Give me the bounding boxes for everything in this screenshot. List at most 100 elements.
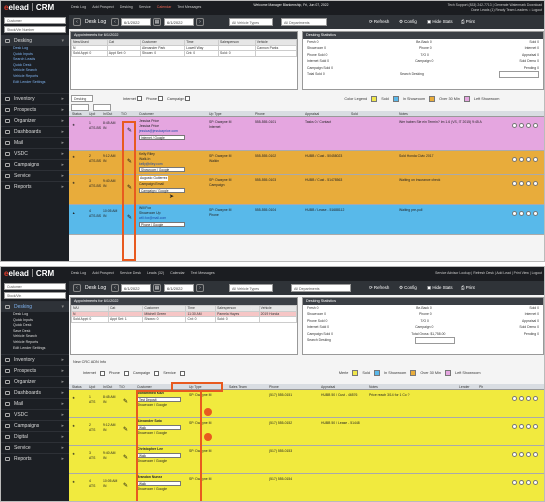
edit-pencil-icon[interactable]: ✎ — [123, 399, 129, 405]
status-icon[interactable]: ★ — [72, 396, 76, 400]
sub-quick-desk[interactable]: Quick Desk — [13, 323, 32, 328]
sub-quick-desk[interactable]: Quick Desk — [13, 62, 32, 67]
refresh-button[interactable]: ⟳ Refresh — [369, 18, 390, 24]
prev-day-icon[interactable]: ‹ — [111, 284, 119, 292]
calendar-icon[interactable]: ▦ — [153, 18, 161, 26]
desking-select[interactable]: Desking — [71, 95, 93, 102]
sub-vehicle-search[interactable]: Vehicle Search — [13, 68, 37, 73]
stock-search-input[interactable]: Stock/Vin — [4, 292, 66, 299]
sidebar-item-digital[interactable]: Digital ▸ — [1, 431, 69, 442]
sub-save-desk[interactable]: Save Desk — [13, 328, 31, 333]
sub-vehicle-reports[interactable]: Vehicle Reports — [13, 73, 39, 78]
edit-pencil-icon[interactable]: ✎ — [127, 215, 133, 221]
sub-vehicle-reports[interactable]: Vehicle Reports — [13, 339, 39, 344]
sidebar-item-inventory[interactable]: Inventory ▸ — [1, 93, 69, 104]
nav-text-messages[interactable]: Text Messages — [177, 5, 202, 9]
sub-desk-log[interactable]: Desk Log — [13, 46, 29, 50]
config-button[interactable]: ⚙ Config — [399, 18, 417, 24]
table-row[interactable]: ★ 2 ATS-BS 9:12 AM IN ✎ Kelly Riley Walk-I… — [69, 151, 544, 175]
sidebar-item-prospects[interactable]: Prospects ▸ — [1, 104, 69, 115]
date-from-input[interactable]: 6/1/2022 — [121, 284, 151, 292]
sub-lender-settings[interactable]: Edit Lender Settings — [13, 79, 46, 84]
customer-search-input[interactable]: Customer — [4, 17, 66, 24]
sidebar-item-organizer[interactable]: Organizer ▸ — [1, 115, 69, 126]
sub-vehicle-search[interactable]: Vehicle Search — [13, 334, 37, 339]
back-arrow-icon[interactable]: ‹ — [73, 18, 81, 26]
nav-desk-log[interactable]: Desk Log — [71, 271, 87, 275]
hide-stats-button[interactable]: ▣ Hide Stats — [427, 284, 453, 290]
source-select[interactable]: Campaign / Google — [139, 188, 185, 193]
internet-checkbox[interactable] — [136, 96, 142, 101]
nav-desking[interactable]: Desking — [119, 5, 133, 9]
nav-calendar[interactable]: Calendar — [156, 5, 172, 9]
config-button[interactable]: ⚙ Config — [399, 284, 417, 290]
sidebar-item-service[interactable]: Service ▸ — [1, 170, 69, 181]
sidebar-item-prospects[interactable]: Prospects ▸ — [1, 365, 69, 376]
nav-service-desk[interactable]: Service Desk — [119, 271, 141, 275]
search-desking-input[interactable] — [414, 337, 455, 345]
sub-quick-inputs[interactable]: Quick Inputs — [13, 51, 33, 56]
sidebar-item-mail[interactable]: Mail ▸ — [1, 137, 69, 148]
nav-text-messages[interactable]: Text Messages — [190, 271, 215, 275]
prev-day-icon[interactable]: ‹ — [111, 18, 119, 26]
next-day-icon[interactable]: › — [196, 284, 204, 292]
sidebar-item-reports[interactable]: Reports ▸ — [1, 181, 69, 192]
table-row[interactable]: ★ 1 ATS-BS 8:45 AM IN ✎ Jessica Price Jess… — [69, 117, 544, 151]
status-icon[interactable]: ★ — [72, 181, 76, 185]
table-row[interactable]: ★ 1 ATS 8:45 AM IN ✎ Mohammed Kazi Test De… — [69, 390, 544, 418]
phone-checkbox[interactable] — [123, 370, 129, 376]
nav-leads[interactable]: Leads (32) — [146, 271, 165, 275]
sub-search-leads[interactable]: Search Leads — [13, 57, 36, 62]
nav-add-prospect[interactable]: Add Prospect — [92, 5, 114, 9]
print-button[interactable]: ⎙ Print — [461, 284, 475, 290]
source-select[interactable]: Walk — [137, 425, 181, 430]
sidebar-item-reports[interactable]: Reports ▸ — [1, 453, 69, 464]
calendar-icon[interactable]: ▦ — [153, 284, 161, 292]
sidebar-item-vsdc[interactable]: VSDC ▸ — [1, 409, 69, 420]
sidebar-item-vsdc[interactable]: VSDC ▸ — [1, 148, 69, 159]
hide-stats-button[interactable]: ▣ Hide Stats — [427, 18, 453, 24]
department-select[interactable]: All Departments — [281, 18, 327, 26]
table-row[interactable]: ★ 4 ATS 10:05 AM IN ✎ Brandon Nunez Walk S… — [69, 474, 544, 501]
source-select[interactable]: Phone / Google — [139, 222, 185, 227]
sidebar-item-campaigns[interactable]: Campaigns ▸ — [1, 159, 69, 170]
vehicle-type-select[interactable]: All Vehicle Types — [229, 18, 273, 26]
status-icon[interactable]: ★ — [72, 452, 76, 456]
nav-calendar[interactable]: Calendar — [170, 271, 185, 275]
status-icon[interactable]: ★ — [72, 155, 76, 159]
edit-pencil-icon[interactable]: ✎ — [127, 128, 133, 134]
campaign-checkbox[interactable] — [154, 370, 160, 376]
next-day-icon[interactable]: › — [196, 18, 204, 26]
status-icon[interactable]: ▲ — [72, 211, 76, 215]
sidebar-item-dashboards[interactable]: Dashboards ▸ — [1, 387, 69, 398]
status-icon[interactable]: ★ — [72, 480, 76, 484]
source-select[interactable]: Internet / Google — [139, 135, 185, 140]
edit-pencil-icon[interactable]: ✎ — [123, 455, 129, 461]
sidebar-item-inventory[interactable]: Inventory ▸ — [1, 354, 69, 365]
department-select[interactable]: All Departments — [291, 284, 351, 292]
source-select[interactable]: Showroom / Google — [139, 167, 185, 172]
edit-pencil-icon[interactable]: ✎ — [123, 427, 129, 433]
status-icon[interactable]: ★ — [72, 424, 76, 428]
table-row[interactable]: ▲ 4 ATS-BS 10:05 AM IN ✎ Will Fox Showroom… — [69, 205, 544, 235]
nav-add-prospect[interactable]: Add Prospect — [92, 271, 114, 275]
table-row[interactable]: N Mitchell Green 11:30 AM Pamela Hayes 2019 … — [71, 310, 298, 317]
sidebar-item-organizer[interactable]: Organizer ▸ — [1, 376, 69, 387]
sidebar-item-dashboards[interactable]: Dashboards ▸ — [1, 126, 69, 137]
date-to-input[interactable]: 6/1/2022 — [164, 18, 194, 26]
edit-pencil-icon[interactable]: ✎ — [127, 159, 133, 165]
edit-pencil-icon[interactable]: ✎ — [123, 483, 129, 489]
sub-lender-settings[interactable]: Edit Lender Settings — [13, 345, 46, 350]
refresh-button[interactable]: ⟳ Refresh — [369, 284, 390, 290]
date-to-input[interactable]: 6/1/2022 — [164, 284, 194, 292]
sub-desk-log[interactable]: Desk Log — [13, 312, 29, 316]
sidebar-item-mail[interactable]: Mail ▸ — [1, 398, 69, 409]
customer-search-input[interactable]: Customer — [4, 283, 66, 290]
table-row[interactable]: N Alexander Park Lowell Way Cannon Parks — [71, 44, 298, 51]
sidebar-item-desking[interactable]: Desking ▾ — [1, 35, 69, 46]
campaign-checkbox[interactable] — [185, 96, 191, 101]
source-select[interactable]: Walk — [137, 453, 181, 458]
sidebar-item-service[interactable]: Service ▸ — [1, 442, 69, 453]
source-select[interactable]: Walk — [137, 481, 181, 486]
date-from-input[interactable]: 6/1/2022 — [121, 18, 151, 26]
